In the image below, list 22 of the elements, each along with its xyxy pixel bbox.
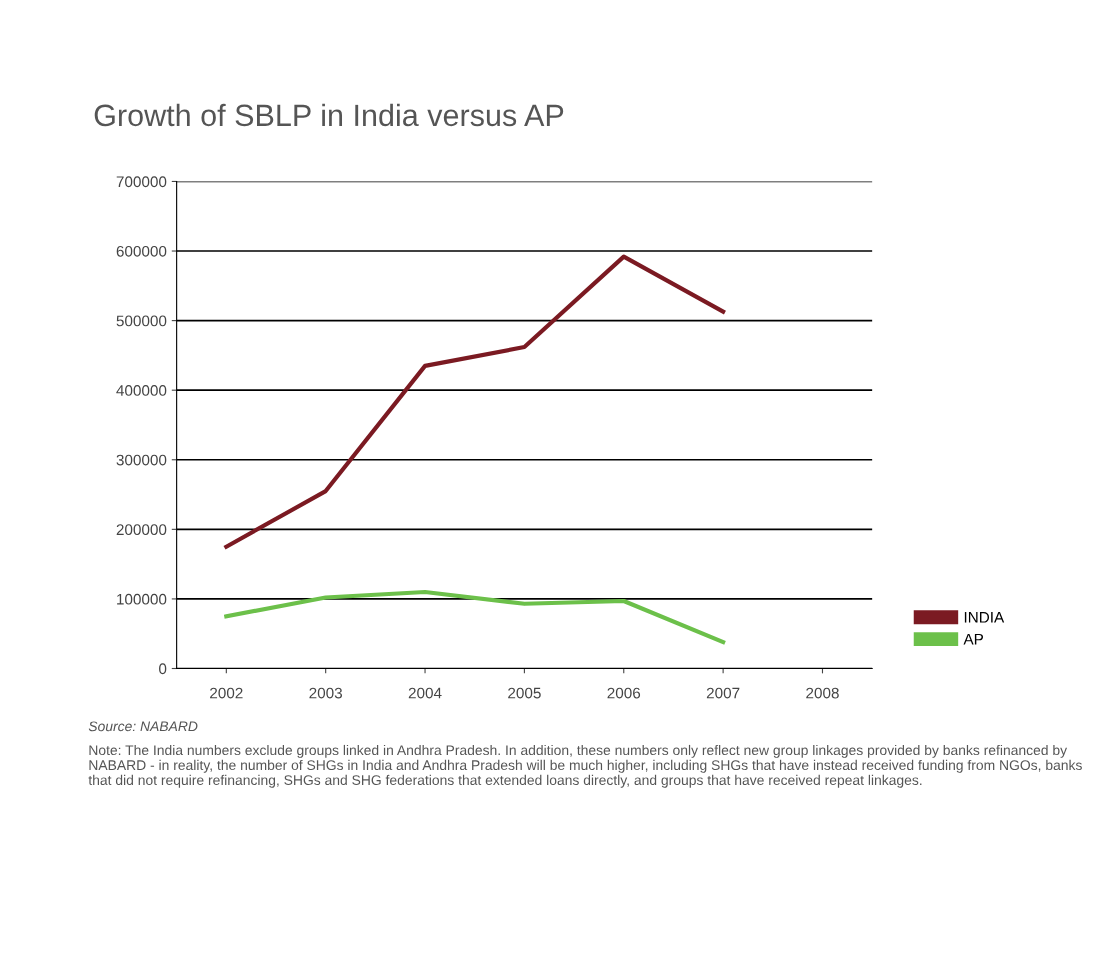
y-tick-label: 700000 (116, 176, 167, 188)
y-tick-label: 300000 (116, 454, 167, 466)
legend-label: INDIA (964, 612, 1005, 623)
x-tick-label: 2002 (210, 687, 243, 699)
x-tick-label: 2003 (309, 687, 342, 699)
text: Note: The India numbers exclude groups linked in Andhra Pradesh. In addition, these numbers only reflect new group linkages provided by banks refinanced by NABARD - in reality, the number of SHGs in India and Andhra Pradesh will be much higher, including SHGs that have instead received funding from NGOs, banks that did not require refinancing, SHGs and SHG federations that extended loans directly, and groups that have received repeat linkages. (88, 744, 1082, 788)
y-tick-label: 100000 (117, 593, 167, 605)
legend-label: AP (963, 633, 984, 645)
x-tick-label: 2008 (806, 687, 839, 699)
y-tick-label: 500000 (116, 315, 167, 327)
y-tick-label: 200000 (116, 524, 167, 536)
line-series (224, 254, 726, 549)
x-tick-label: 2005 (508, 687, 541, 699)
y-tick-label: 0 (159, 663, 167, 675)
x-tick-label: 2007 (706, 687, 740, 699)
x-tick-label: 2006 (607, 687, 641, 699)
x-tick-label: 2004 (408, 687, 442, 699)
y-tick-label: 400000 (116, 385, 167, 396)
line-series (224, 589, 726, 645)
chart-title: Growth of SBLP in India versus AP (94, 103, 564, 127)
source-note: Source: NABARD (88, 721, 198, 732)
y-tick-label: 600000 (116, 245, 167, 257)
